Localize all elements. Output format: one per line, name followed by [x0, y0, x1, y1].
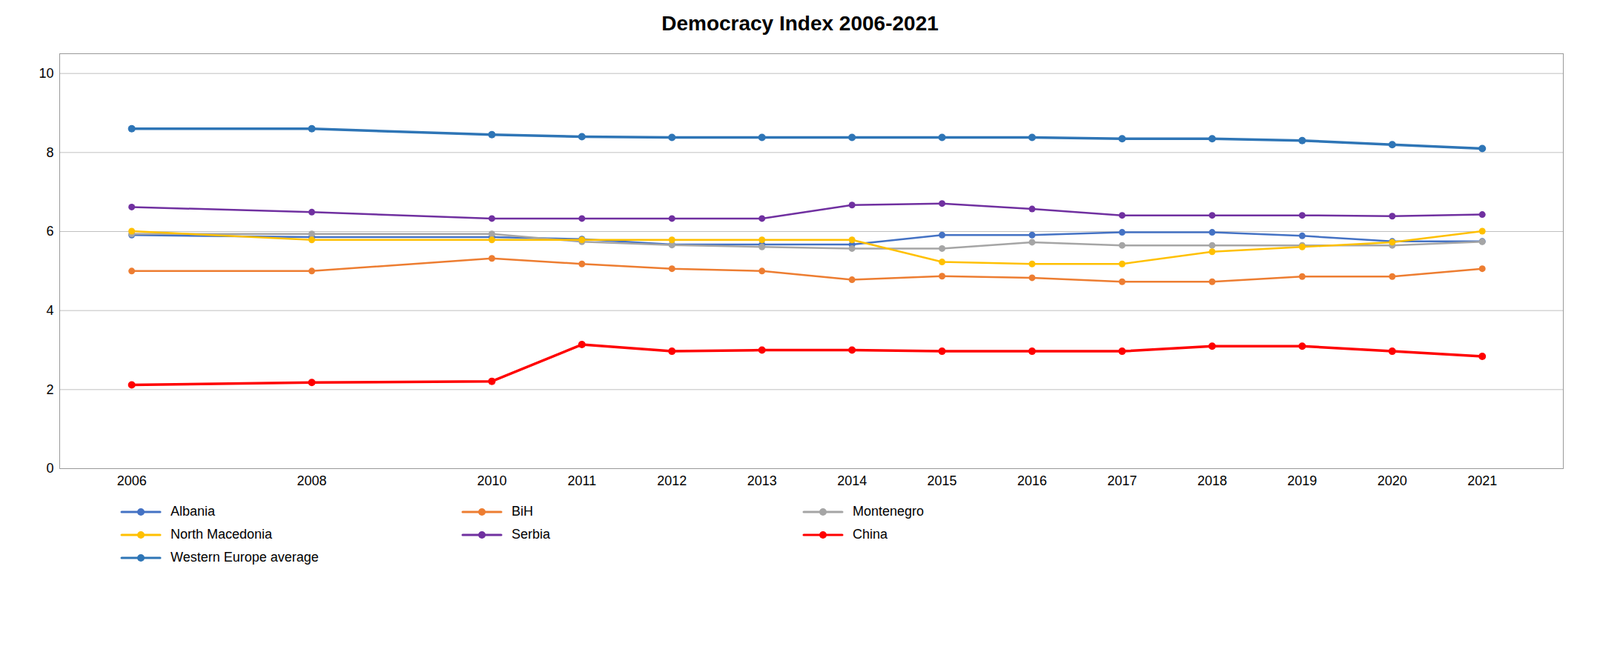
svg-text:2017: 2017 [1106, 473, 1137, 489]
svg-text:2021: 2021 [1467, 473, 1497, 489]
svg-text:2011: 2011 [567, 473, 597, 489]
svg-text:2006: 2006 [117, 473, 147, 489]
svg-text:10: 10 [38, 65, 54, 81]
svg-text:2016: 2016 [1017, 473, 1047, 489]
svg-text:4: 4 [45, 303, 54, 319]
svg-text:6: 6 [45, 223, 54, 239]
svg-text:2013: 2013 [747, 473, 778, 489]
svg-text:2014: 2014 [837, 473, 867, 489]
svg-text:8: 8 [45, 145, 54, 161]
html-text:Montenegro: Montenegro [852, 504, 924, 519]
html-text:North Macedonia: North Macedonia [170, 527, 273, 542]
html-text:Democracy Index 2006-2021: Democracy Index 2006-2021 [661, 11, 939, 35]
html-text:Serbia: Serbia [511, 527, 551, 542]
html-text:China: China [852, 527, 888, 542]
svg-text:2010: 2010 [476, 473, 507, 489]
svg-text:2015: 2015 [927, 473, 958, 489]
html-text:Western Europe average: Western Europe average [170, 550, 319, 565]
svg-text:2020: 2020 [1377, 473, 1408, 489]
svg-text:0: 0 [45, 461, 54, 476]
svg-text:2012: 2012 [656, 473, 687, 489]
svg-text:2019: 2019 [1287, 473, 1317, 489]
svg-text:2008: 2008 [297, 473, 327, 489]
html-text:Albania: Albania [170, 504, 216, 519]
html-text:BiH: BiH [511, 504, 534, 519]
svg-text:2018: 2018 [1197, 473, 1228, 489]
svg-text:2: 2 [45, 382, 54, 398]
